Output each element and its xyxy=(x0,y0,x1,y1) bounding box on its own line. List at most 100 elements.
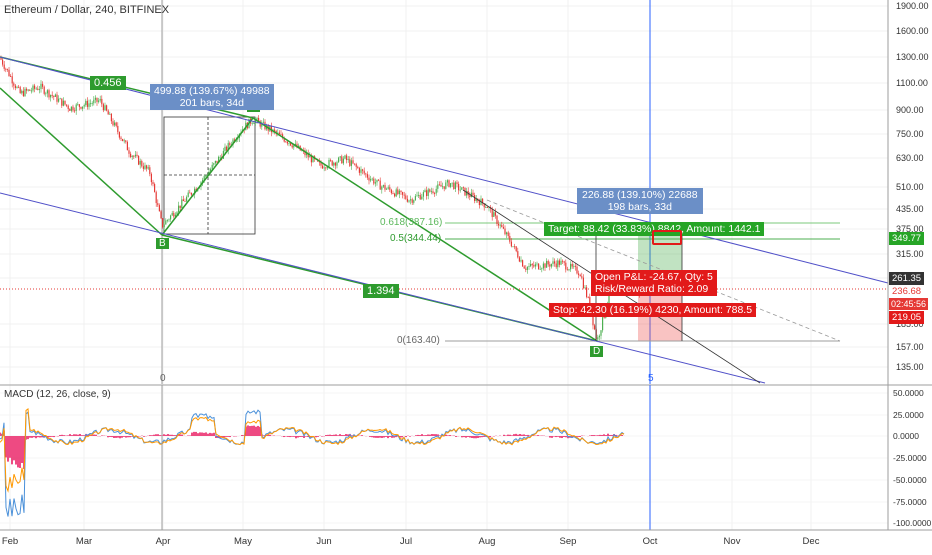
macd-histogram-bar xyxy=(315,436,317,437)
candle-body xyxy=(29,90,30,91)
candle-body xyxy=(436,189,437,193)
candle-body xyxy=(28,90,29,91)
candle-body xyxy=(79,104,80,107)
macd-histogram-bar xyxy=(455,436,457,437)
candle-body xyxy=(186,197,187,201)
ratio-label-1394: 1.394 xyxy=(363,284,399,298)
candle-body xyxy=(148,167,149,168)
candle-body xyxy=(111,114,112,121)
price-tick-label: 157.00 xyxy=(896,342,924,352)
candle-body xyxy=(338,158,339,163)
macd-histogram-bar xyxy=(471,436,473,438)
candle-body xyxy=(512,246,513,247)
candle-body xyxy=(519,257,520,261)
macd-histogram-bar xyxy=(109,436,111,437)
price-tick-label: 1100.00 xyxy=(896,78,928,88)
candle-body xyxy=(64,101,65,105)
candle-body xyxy=(229,143,230,145)
macd-histogram-bar xyxy=(151,435,153,436)
price-badge-stop: 219.05 xyxy=(889,311,924,324)
macd-histogram-bar xyxy=(27,436,29,439)
macd-histogram-bar xyxy=(247,425,249,436)
candle-body xyxy=(188,193,189,197)
macd-histogram-bar xyxy=(517,435,519,436)
candle-body xyxy=(132,156,133,157)
candle-body xyxy=(511,242,512,247)
candle-body xyxy=(279,133,280,135)
macd-histogram-bar xyxy=(433,434,435,436)
macd-histogram-bar xyxy=(601,435,603,436)
macd-histogram-bar xyxy=(609,435,611,436)
macd-histogram-bar xyxy=(561,436,563,438)
macd-histogram-bar xyxy=(419,435,421,436)
candle-body xyxy=(165,221,166,225)
macd-histogram-bar xyxy=(343,435,345,436)
price-tick-label: 135.00 xyxy=(896,362,924,372)
measure-label-2: 226.88 (139.10%) 22688 198 bars, 33d xyxy=(577,188,703,214)
macd-histogram-bar xyxy=(505,435,507,436)
candle-body xyxy=(44,87,45,94)
macd-histogram-bar xyxy=(287,436,289,437)
candle-body xyxy=(568,269,569,270)
candle-body xyxy=(138,156,139,165)
candle-body xyxy=(152,182,153,184)
macd-histogram-bar xyxy=(127,436,129,437)
candle-body xyxy=(216,161,217,163)
candle-body xyxy=(580,275,581,276)
macd-histogram-bar xyxy=(371,436,373,437)
macd-histogram-bar xyxy=(337,435,339,436)
macd-histogram-bar xyxy=(415,435,417,436)
candle-body xyxy=(37,89,38,90)
measure-2-bars: 198 bars, 33d xyxy=(582,201,698,213)
macd-histogram-bar xyxy=(383,436,385,438)
candle-body xyxy=(503,227,504,229)
macd-histogram-bar xyxy=(163,434,165,436)
macd-histogram-bar xyxy=(465,436,467,438)
macd-histogram-bar xyxy=(29,436,31,438)
time-tick-label: Jun xyxy=(316,536,331,547)
candle-body xyxy=(376,180,377,183)
candle-body xyxy=(356,164,357,167)
candle-body xyxy=(93,100,94,103)
candle-body xyxy=(365,173,366,174)
macd-histogram-bar xyxy=(31,436,33,438)
candle-body xyxy=(104,105,105,110)
macd-tick-label: -100.0000 xyxy=(893,518,932,528)
macd-tick-label: -25.0000 xyxy=(893,453,927,463)
macd-histogram-bar xyxy=(187,435,189,436)
macd-histogram-bar xyxy=(513,434,515,436)
candle-body xyxy=(125,140,126,141)
candle-body xyxy=(154,184,155,192)
candle-body xyxy=(4,65,5,69)
candle-body xyxy=(168,219,169,220)
candle-body xyxy=(141,161,142,166)
macd-histogram-bar xyxy=(257,426,259,436)
macd-histogram-bar xyxy=(331,435,333,436)
candle-body xyxy=(357,167,358,168)
measure-1-value: 499.88 (139.67%) 49988 xyxy=(154,85,270,97)
candle-body xyxy=(479,201,480,205)
point-d-label: D xyxy=(590,346,603,357)
macd-histogram-bar xyxy=(7,436,9,462)
candle-body xyxy=(516,246,517,251)
macd-tick-label: 50.0000 xyxy=(893,388,924,398)
macd-histogram-bar xyxy=(165,435,167,436)
candle-body xyxy=(532,264,533,265)
candle-body xyxy=(500,225,501,226)
ratio-label-0456: 0.456 xyxy=(90,76,126,90)
candle-body xyxy=(522,260,523,266)
candle-body xyxy=(469,195,470,197)
candle-body xyxy=(536,264,537,265)
candle-body xyxy=(415,196,416,200)
macd-histogram-bar xyxy=(53,436,55,437)
macd-histogram-bar xyxy=(621,435,623,436)
candle-body xyxy=(146,165,147,168)
candle-body xyxy=(352,160,353,163)
candle-body xyxy=(509,236,510,242)
candle-body xyxy=(135,155,136,157)
macd-histogram-bar xyxy=(63,435,65,436)
macd-tick-label: -50.0000 xyxy=(893,475,927,485)
macd-histogram-bar xyxy=(59,435,61,436)
